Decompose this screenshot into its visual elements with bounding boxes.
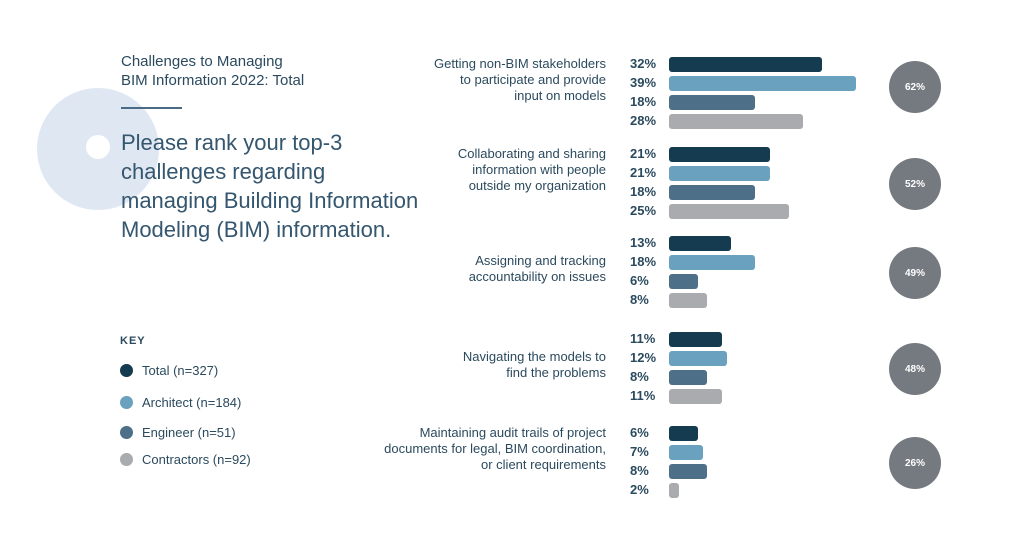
bar (669, 274, 698, 289)
legend-label: Engineer (n=51) (142, 424, 236, 440)
value-label: 28% (630, 113, 657, 128)
value-label: 11% (630, 331, 656, 346)
legend-label: Contractors (n=92) (142, 451, 251, 467)
value-label: 21% (630, 146, 657, 161)
category-label-line: find the problems (506, 365, 606, 380)
value-label: 12% (630, 350, 657, 365)
category-label: Getting non-BIM stakeholders to participa… (346, 56, 606, 104)
category-label-line: to participate and provide (460, 72, 606, 87)
category-label: Navigating the models to find the problem… (346, 349, 606, 381)
value-label: 11% (630, 388, 656, 403)
category-label-line: input on models (514, 88, 606, 103)
bar (669, 389, 722, 404)
chart-title-line-1: Challenges to Managing (121, 53, 283, 70)
bar (669, 147, 770, 162)
bar (669, 255, 755, 270)
chart-title-line-2: BIM Information 2022: Total (121, 72, 305, 89)
legend-item: Architect (n=184) (120, 394, 241, 410)
legend-item: Total (n=327) (120, 362, 218, 378)
legend-swatch (120, 363, 133, 377)
decorative-dot (86, 135, 110, 159)
category-label-line: Getting non-BIM stakeholders (434, 56, 606, 71)
bar (669, 185, 755, 200)
value-label: 18% (630, 184, 657, 199)
value-label: 6% (630, 425, 649, 440)
survey-question: Please rank your top-3 challenges regard… (121, 130, 419, 242)
total-circle: 62% (889, 61, 941, 113)
bar (669, 332, 722, 347)
bar (669, 76, 856, 91)
bar (669, 236, 731, 251)
legend-swatch (120, 425, 133, 439)
category-label-line: documents for legal, BIM coordination, (384, 441, 606, 456)
category-label-line: Navigating the models to (462, 349, 606, 364)
legend-item: Contractors (n=92) (120, 451, 251, 467)
category-label-line: Maintaining audit trails of project (419, 425, 606, 440)
category-label-line: accountability on issues (468, 269, 606, 284)
bar (669, 351, 727, 366)
total-circle: 52% (889, 158, 941, 210)
bar (669, 370, 707, 385)
bar (669, 166, 770, 181)
value-label: 2% (630, 482, 649, 497)
value-label: 13% (630, 235, 657, 250)
value-label: 8% (630, 369, 649, 384)
value-label: 25% (630, 203, 657, 218)
bar (669, 114, 803, 129)
category-label-line: or client requirements (481, 457, 606, 472)
category-label-line: Collaborating and sharing (457, 146, 606, 161)
chart-title: Challenges to Managing BIM Information 2… (121, 52, 381, 90)
bar (669, 445, 703, 460)
legend-label: Architect (n=184) (142, 394, 242, 410)
bar (669, 483, 679, 498)
total-circle: 26% (889, 437, 941, 489)
value-label: 18% (630, 94, 657, 109)
bar (669, 426, 698, 441)
value-label: 39% (630, 75, 657, 90)
title-divider (121, 107, 182, 109)
category-label-line: outside my organization (468, 178, 606, 193)
value-label: 18% (630, 254, 657, 269)
category-label-line: information with people (472, 162, 606, 177)
value-label: 8% (630, 292, 649, 307)
value-label: 21% (630, 165, 657, 180)
value-label: 32% (630, 56, 657, 71)
category-label: Assigning and tracking accountability on … (346, 253, 606, 285)
bar (669, 464, 707, 479)
category-label: Collaborating and sharing information wit… (346, 146, 606, 194)
bar (669, 57, 822, 72)
category-label: Maintaining audit trails of project docum… (346, 425, 606, 473)
legend-swatch (120, 452, 133, 466)
legend-label: Total (n=327) (142, 362, 219, 378)
legend-swatch (120, 395, 133, 409)
value-label: 7% (630, 444, 649, 459)
bar (669, 293, 707, 308)
value-label: 8% (630, 463, 649, 478)
legend-title: KEY (120, 335, 146, 347)
legend-item: Engineer (n=51) (120, 424, 236, 440)
bar (669, 204, 789, 219)
total-circle: 49% (889, 247, 941, 299)
category-label-line: Assigning and tracking (475, 253, 606, 268)
value-label: 6% (630, 273, 649, 288)
bar (669, 95, 755, 110)
total-circle: 48% (889, 343, 941, 395)
